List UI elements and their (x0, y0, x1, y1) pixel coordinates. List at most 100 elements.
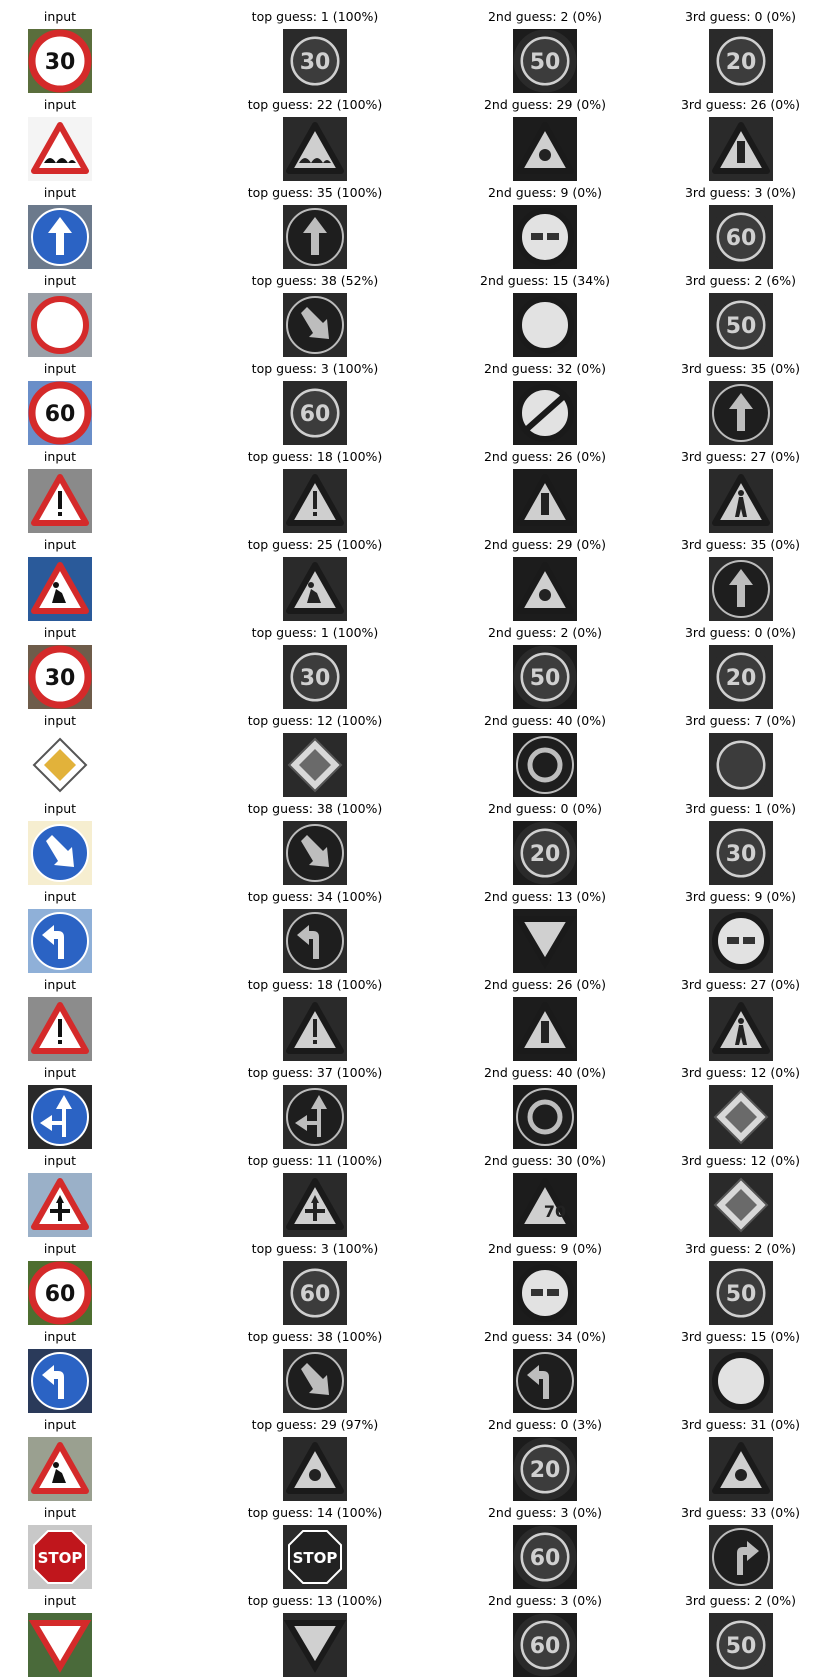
beware-of-ice-sign: 70 (513, 1173, 577, 1237)
guess-image (283, 1085, 347, 1149)
guess-caption: 2nd guess: 3 (0%) (487, 1593, 603, 1608)
guess-caption: 2nd guess: 0 (3%) (487, 1417, 603, 1432)
result-row: input top guess: 37 (100%) 2nd guess: 40 (… (0, 1062, 821, 1150)
guess-cell: top guess: 18 (100%) (200, 446, 430, 534)
guess-cell: top guess: 35 (100%) (200, 182, 430, 270)
bicycles-crossing-sign (283, 1437, 347, 1501)
no-vehicles-sign (513, 293, 577, 357)
guess-caption: top guess: 38 (100%) (247, 801, 383, 816)
guess-caption: top guess: 37 (100%) (247, 1065, 383, 1080)
guess-caption: 2nd guess: 13 (0%) (483, 889, 606, 904)
keep-left-sign (28, 1349, 92, 1413)
guess-caption: top guess: 12 (100%) (247, 713, 383, 728)
guess-caption: 3rd guess: 9 (0%) (684, 889, 797, 904)
input-cell: input (0, 446, 120, 534)
input-image (28, 1349, 92, 1413)
input-image (28, 469, 92, 533)
turn-left-ahead-sign (28, 909, 92, 973)
guess-image: 20 (709, 645, 773, 709)
guess-caption: 2nd guess: 40 (0%) (483, 713, 606, 728)
guess-cell: 2nd guess: 3 (0%) 60 (430, 1590, 660, 1678)
keep-right-sign (283, 1349, 347, 1413)
result-row: input top guess: 29 (97%) 2nd guess: 0 (3%… (0, 1414, 821, 1502)
guess-caption: 2nd guess: 34 (0%) (483, 1329, 606, 1344)
guess-image (709, 1349, 773, 1413)
guess-cell: 3rd guess: 35 (0%) (660, 534, 821, 622)
bumpy-road-sign (28, 117, 92, 181)
input-cell: input (0, 974, 120, 1062)
svg-text:60: 60 (530, 1634, 561, 1659)
input-caption: input (43, 273, 77, 288)
svg-text:50: 50 (726, 1634, 757, 1659)
guess-cell: top guess: 12 (100%) (200, 710, 430, 798)
input-caption: input (43, 801, 77, 816)
guess-caption: top guess: 14 (100%) (247, 1505, 383, 1520)
input-image (28, 117, 92, 181)
guess-cell: top guess: 29 (97%) (200, 1414, 430, 1502)
guess-cell: top guess: 11 (100%) (200, 1150, 430, 1238)
guess-caption: top guess: 3 (100%) (251, 361, 379, 376)
guess-caption: 3rd guess: 15 (0%) (680, 1329, 800, 1344)
guess-caption: 3rd guess: 12 (0%) (680, 1065, 800, 1080)
input-caption: input (43, 625, 77, 640)
guess-cell: 3rd guess: 35 (0%) (660, 358, 821, 446)
result-row: input 60 top guess: 3 (100%) 60 2nd guess: 3… (0, 358, 821, 446)
general-caution-sign (283, 997, 347, 1061)
roundabout-sign (513, 1085, 577, 1149)
general-caution-sign (283, 469, 347, 533)
input-image (28, 205, 92, 269)
input-cell: input 60 (0, 1238, 120, 1326)
speed-limit-30-sign: 30 (283, 645, 347, 709)
guess-cell: top guess: 1 (100%) 30 (200, 622, 430, 710)
guess-caption: top guess: 3 (100%) (251, 1241, 379, 1256)
guess-cell: 2nd guess: 32 (0%) (430, 358, 660, 446)
guess-cell: 2nd guess: 13 (0%) (430, 886, 660, 974)
guess-image (513, 557, 577, 621)
guess-cell: 3rd guess: 27 (0%) (660, 974, 821, 1062)
guess-cell: 3rd guess: 2 (0%) 50 (660, 1590, 821, 1678)
yield-sign (283, 1613, 347, 1677)
guess-cell: 2nd guess: 26 (0%) (430, 446, 660, 534)
guess-image: 60 (513, 1525, 577, 1589)
road-work-sign (28, 557, 92, 621)
guess-caption: 2nd guess: 9 (0%) (487, 1241, 603, 1256)
guess-image: 70 (513, 1173, 577, 1237)
result-row: input 30 top guess: 1 (100%) 30 2nd guess: 2… (0, 622, 821, 710)
input-cell: input (0, 1150, 120, 1238)
guess-cell: 2nd guess: 29 (0%) (430, 534, 660, 622)
guess-image (709, 117, 773, 181)
svg-text:30: 30 (726, 842, 757, 867)
speed-limit-50-sign: 50 (709, 1613, 773, 1677)
guess-caption: 3rd guess: 27 (0%) (680, 977, 800, 992)
guess-cell: 3rd guess: 12 (0%) (660, 1062, 821, 1150)
speed-limit-20-sign: 20 (513, 1437, 577, 1501)
guess-caption: 3rd guess: 35 (0%) (680, 361, 800, 376)
svg-text:20: 20 (726, 666, 757, 691)
right-of-way-sign (28, 1173, 92, 1237)
ahead-only-sign (709, 557, 773, 621)
svg-text:50: 50 (530, 50, 561, 75)
guess-caption: top guess: 34 (100%) (247, 889, 383, 904)
guess-image (709, 469, 773, 533)
guess-cell: 3rd guess: 33 (0%) (660, 1502, 821, 1590)
speed-limit-60-sign: 60 (283, 1261, 347, 1325)
svg-text:60: 60 (300, 1282, 331, 1307)
guess-caption: top guess: 29 (97%) (251, 1417, 379, 1432)
priority-road-sign (28, 733, 92, 797)
no-passing-sign (709, 909, 773, 973)
guess-caption: 2nd guess: 26 (0%) (483, 449, 606, 464)
input-image: 30 (28, 29, 92, 93)
input-image (28, 821, 92, 885)
turn-left-ahead-sign (513, 1349, 577, 1413)
guess-caption: 2nd guess: 3 (0%) (487, 1505, 603, 1520)
traffic-signals-sign (513, 469, 577, 533)
guess-cell: 2nd guess: 26 (0%) (430, 974, 660, 1062)
guess-cell: 2nd guess: 0 (0%) 20 (430, 798, 660, 886)
general-caution-sign (28, 997, 92, 1061)
guess-image (709, 997, 773, 1061)
speed-limit-60-sign: 60 (513, 1525, 577, 1589)
result-row: input top guess: 35 (100%) 2nd guess: 9 (0… (0, 182, 821, 270)
guess-image: 50 (709, 1613, 773, 1677)
input-cell: input 60 (0, 358, 120, 446)
input-caption: input (43, 977, 77, 992)
